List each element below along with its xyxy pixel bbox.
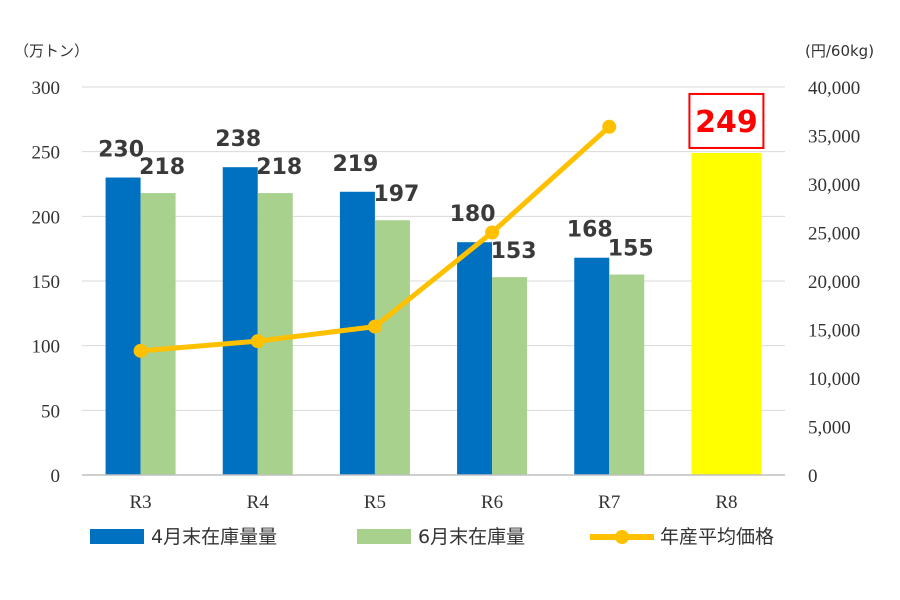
data-label-april-inventory: 219 <box>332 152 378 177</box>
bars <box>105 152 762 476</box>
bar-june-inventory <box>609 274 645 475</box>
left-tick-label: 100 <box>32 337 61 358</box>
legend-swatch-june-inventory <box>357 529 411 544</box>
left-tick-label: 50 <box>41 401 60 422</box>
bar-april-inventory <box>457 242 493 475</box>
bar-april-inventory <box>339 191 375 475</box>
gridlines <box>82 86 785 411</box>
legend-label-april-inventory: 4月末在庫量量 <box>151 526 277 548</box>
price-point <box>250 334 265 349</box>
price-point <box>485 225 500 240</box>
highlight-label-box <box>688 92 765 149</box>
legend: 4月末在庫量量 6月末在庫量 年産平均価格 <box>90 526 774 548</box>
axes: 0 50 100 150 200 250 300 0 5,000 10,000 15,000 20,0… <box>32 78 861 513</box>
bar-highlight <box>691 152 762 475</box>
left-tick-label: 0 <box>51 466 61 487</box>
category-label: R3 <box>129 492 151 513</box>
price-point <box>367 319 382 334</box>
left-tick-label: 250 <box>32 143 61 164</box>
right-tick-label: 15,000 <box>808 321 860 342</box>
bar-april-inventory <box>574 257 610 475</box>
price-point <box>133 343 148 358</box>
right-tick-label: 5,000 <box>808 418 851 439</box>
price-line <box>133 119 617 358</box>
data-label-april-inventory: 180 <box>450 202 496 227</box>
right-tick-label: 20,000 <box>808 272 860 293</box>
data-label-april-inventory: 238 <box>215 127 261 152</box>
bar-april-inventory <box>222 167 258 476</box>
category-label: R7 <box>598 492 620 513</box>
legend-swatch-average-price-marker <box>615 530 629 544</box>
highlight-data-label: 249 <box>695 105 758 140</box>
left-tick-label: 200 <box>32 207 61 228</box>
category-label: R4 <box>247 492 270 513</box>
bar-june-inventory <box>257 193 293 475</box>
bar-june-inventory <box>140 193 176 475</box>
legend-swatch-april-inventory <box>90 529 144 544</box>
data-label-april-inventory: 168 <box>567 218 613 243</box>
data-label-june-inventory: 155 <box>608 237 654 262</box>
legend-label-june-inventory: 6月末在庫量 <box>418 526 525 548</box>
right-axis-unit: (円/60kg) <box>805 42 874 60</box>
category-label: R5 <box>364 492 386 513</box>
data-label-june-inventory: 153 <box>491 239 537 264</box>
left-tick-label: 150 <box>32 272 61 293</box>
data-label-june-inventory: 218 <box>256 155 302 180</box>
right-tick-label: 25,000 <box>808 224 860 245</box>
data-label-april-inventory: 230 <box>98 138 144 163</box>
right-tick-label: 0 <box>808 466 818 487</box>
bar-april-inventory <box>105 177 141 476</box>
left-tick-label: 300 <box>32 78 61 99</box>
right-tick-label: 30,000 <box>808 175 860 196</box>
right-tick-label: 40,000 <box>808 78 860 99</box>
bar-june-inventory <box>374 220 410 475</box>
data-label-june-inventory: 197 <box>373 182 419 207</box>
bar-june-inventory <box>492 277 528 475</box>
data-label-june-inventory: 218 <box>139 155 185 180</box>
right-tick-label: 10,000 <box>808 369 860 390</box>
category-label: R6 <box>481 492 503 513</box>
category-label: R8 <box>715 492 737 513</box>
price-point <box>602 119 617 134</box>
left-axis-unit: （万トン） <box>14 42 89 60</box>
right-tick-label: 35,000 <box>808 127 860 148</box>
legend-label-average-price: 年産平均価格 <box>660 526 774 548</box>
